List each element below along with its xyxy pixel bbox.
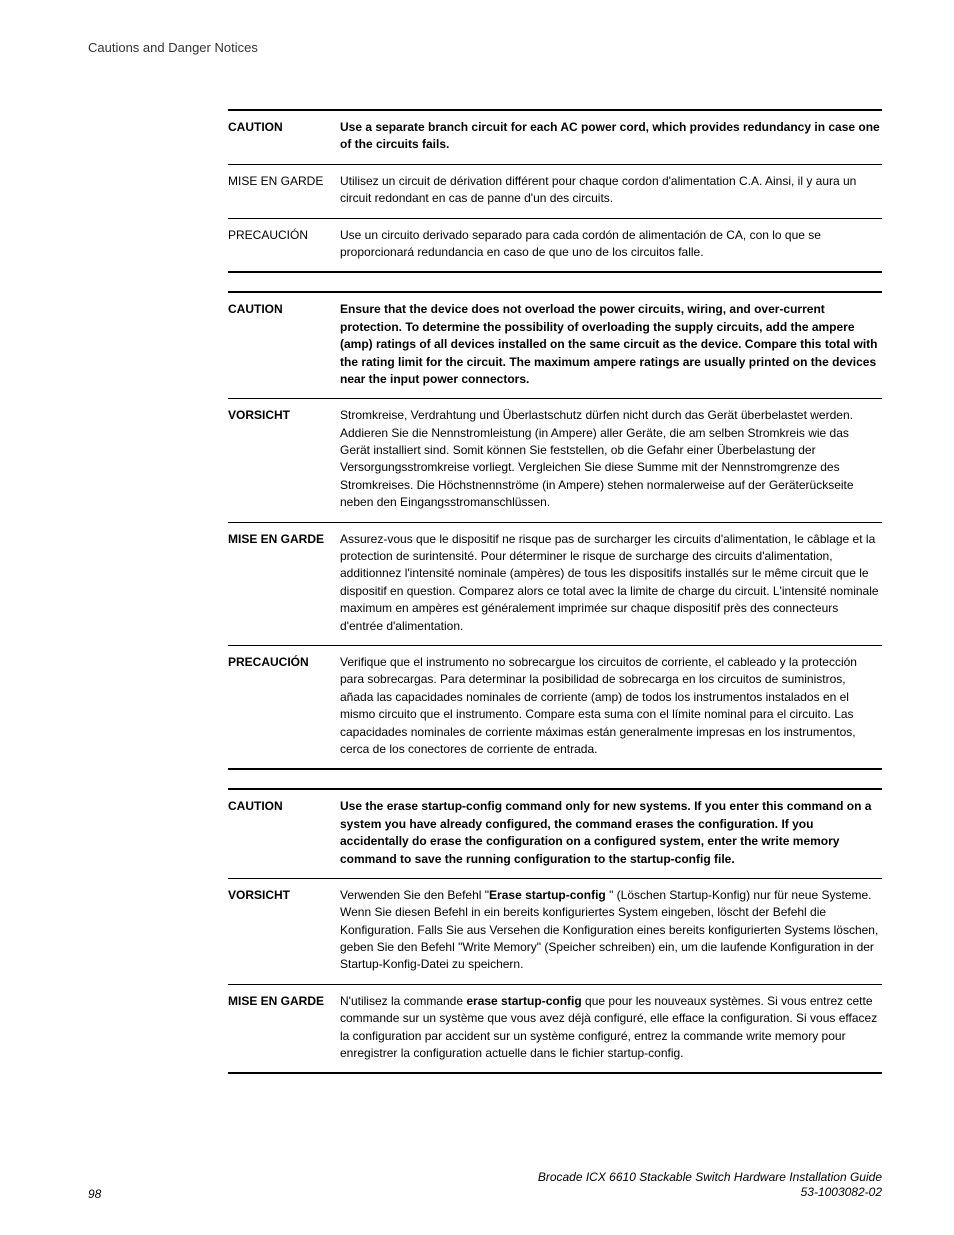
notice-label: PRECAUCIÓN — [228, 227, 340, 262]
page-number: 98 — [88, 1187, 101, 1201]
notice-block: CAUTIONUse a separate branch circuit for… — [228, 109, 882, 273]
notice-row: CAUTIONUse a separate branch circuit for… — [228, 111, 882, 165]
notice-row: VORSICHTStromkreise, Verdrahtung und Übe… — [228, 399, 882, 522]
notice-row: PRECAUCIÓNUse un circuito derivado separ… — [228, 219, 882, 274]
doc-info: Brocade ICX 6610 Stackable Switch Hardwa… — [538, 1170, 882, 1201]
notice-label: MISE EN GARDE — [228, 993, 340, 1063]
notice-label: PRECAUCIÓN — [228, 654, 340, 758]
notice-text: Assurez-vous que le dispositif ne risque… — [340, 531, 882, 635]
notice-row: CAUTIONEnsure that the device does not o… — [228, 293, 882, 399]
text-pre: Use the — [340, 799, 387, 813]
doc-number: 53-1003082-02 — [538, 1185, 882, 1201]
text-pre: Verwenden Sie den Befehl " — [340, 888, 489, 902]
notice-label: VORSICHT — [228, 407, 340, 511]
notice-label: MISE EN GARDE — [228, 531, 340, 635]
notice-row: MISE EN GARDEN'utilisez la commande eras… — [228, 985, 882, 1075]
notice-label: CAUTION — [228, 798, 340, 868]
notice-text: Utilisez un circuit de dérivation différ… — [340, 173, 882, 208]
page-footer: 98 Brocade ICX 6610 Stackable Switch Har… — [88, 1170, 882, 1201]
notice-text: Verifique que el instrumento no sobrecar… — [340, 654, 882, 758]
command-text: erase startup-config — [466, 994, 581, 1008]
content-area: CAUTIONUse a separate branch circuit for… — [228, 109, 882, 1074]
notice-text: Use a separate branch circuit for each A… — [340, 119, 882, 154]
notice-text: Ensure that the device does not overload… — [340, 301, 882, 388]
notice-row: MISE EN GARDEAssurez-vous que le disposi… — [228, 523, 882, 646]
notice-text: Verwenden Sie den Befehl "Erase startup-… — [340, 887, 882, 974]
command-text: erase startup-config — [387, 799, 502, 813]
notice-row: MISE EN GARDEUtilisez un circuit de déri… — [228, 165, 882, 219]
notice-row: VORSICHTVerwenden Sie den Befehl "Erase … — [228, 879, 882, 985]
notice-label: MISE EN GARDE — [228, 173, 340, 208]
notice-label: VORSICHT — [228, 887, 340, 974]
notice-row: CAUTIONUse the erase startup-config comm… — [228, 790, 882, 879]
text-pre: N'utilisez la commande — [340, 994, 466, 1008]
notice-label: CAUTION — [228, 301, 340, 388]
notice-label: CAUTION — [228, 119, 340, 154]
notice-block: CAUTIONUse the erase startup-config comm… — [228, 788, 882, 1074]
notice-block: CAUTIONEnsure that the device does not o… — [228, 291, 882, 770]
notice-text: Use un circuito derivado separado para c… — [340, 227, 882, 262]
page-header: Cautions and Danger Notices — [88, 40, 882, 55]
notice-text: N'utilisez la commande erase startup-con… — [340, 993, 882, 1063]
notice-text: Use the erase startup-config command onl… — [340, 798, 882, 868]
notice-row: PRECAUCIÓNVerifique que el instrumento n… — [228, 646, 882, 770]
notice-text: Stromkreise, Verdrahtung und Überlastsch… — [340, 407, 882, 511]
doc-title: Brocade ICX 6610 Stackable Switch Hardwa… — [538, 1170, 882, 1186]
command-text: Erase startup-config — [489, 888, 609, 902]
